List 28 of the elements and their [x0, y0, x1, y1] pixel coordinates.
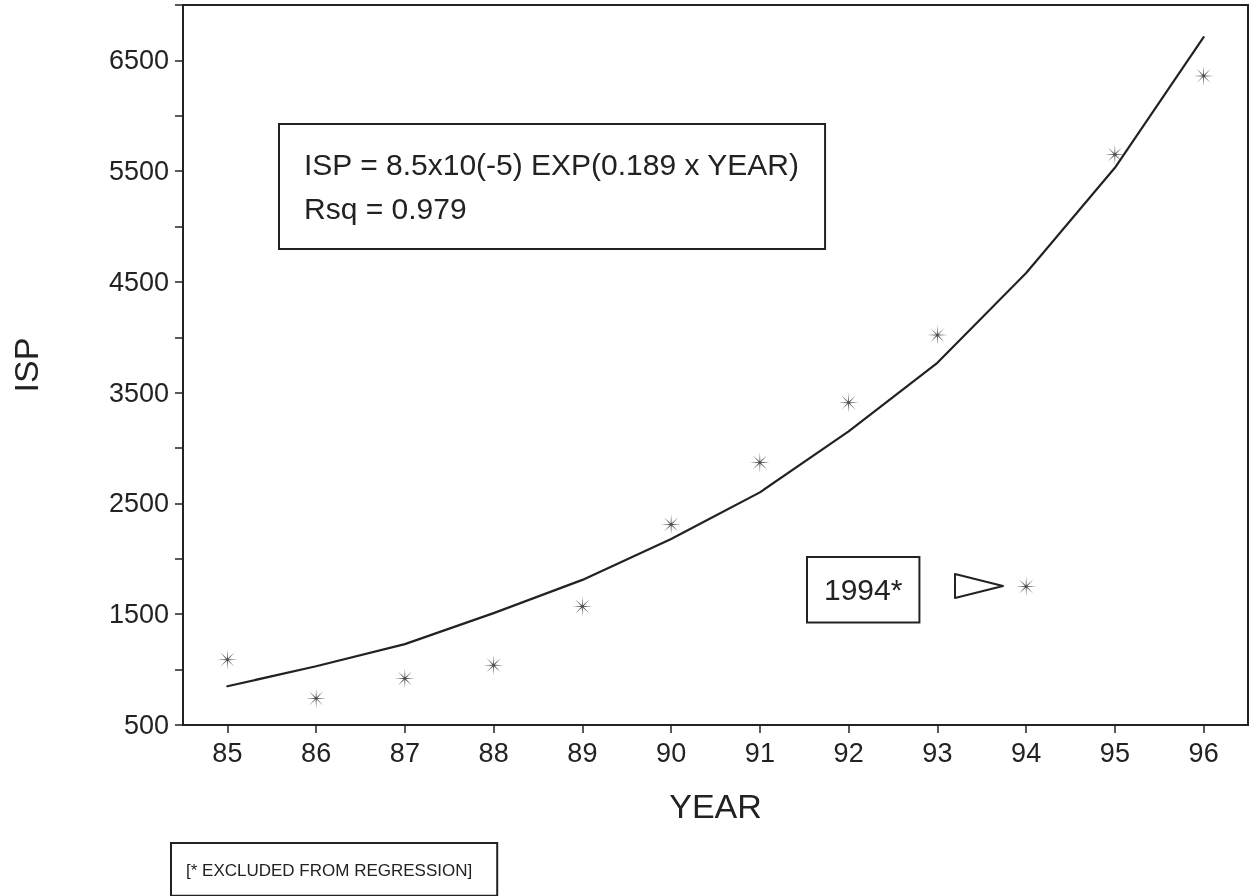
x-tick-label: 94: [1011, 737, 1042, 768]
y-tick-label: 500: [123, 710, 169, 740]
x-tick-label: 86: [301, 737, 332, 768]
y-tick-label: 5500: [108, 156, 169, 187]
x-axis-title: YEAR: [669, 787, 762, 825]
x-tick-label: 89: [567, 737, 598, 768]
x-tick-label: 96: [1188, 737, 1219, 768]
x-tick-label: 95: [1099, 737, 1130, 768]
y-tick-label: 6500: [108, 45, 169, 76]
point: [572, 596, 593, 617]
y-axis-title: ISP: [7, 337, 45, 393]
line-series: [226, 36, 1205, 688]
annotation: 1994*: [824, 573, 903, 607]
y-tick-label: 1500: [108, 599, 169, 630]
point: [838, 392, 859, 413]
x-tick-label: 87: [389, 737, 420, 768]
annotation: ISP = 8.5x10(-5) EXP(0.189 x YEAR) Rsq = 0.979: [304, 148, 799, 225]
x-tick-label: 93: [922, 737, 953, 768]
y-tick-label: 2500: [108, 488, 169, 519]
x-tick-label: 91: [744, 737, 775, 768]
point: [217, 649, 238, 670]
x-tick-label: 90: [656, 737, 687, 768]
x-tick-label: 85: [212, 737, 243, 768]
y-tick-label: 4500: [108, 266, 169, 297]
x-tick-label: 92: [833, 737, 864, 768]
text: [* EXCLUDED FROM REGRESSION]: [186, 860, 473, 880]
x-tick-label: 88: [478, 737, 509, 768]
y-tick-label: 3500: [108, 377, 169, 408]
